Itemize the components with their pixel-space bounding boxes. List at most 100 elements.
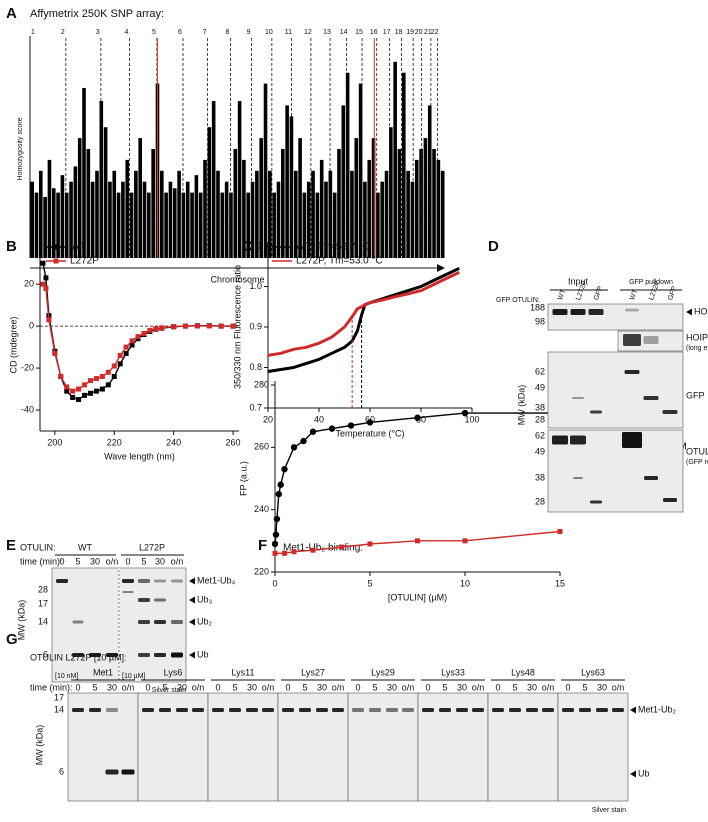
bar bbox=[47, 159, 52, 258]
bar bbox=[64, 192, 69, 258]
x-tick-label: 5 bbox=[367, 578, 372, 588]
band bbox=[542, 708, 554, 712]
chromosome-label: 19 bbox=[406, 29, 414, 36]
band bbox=[590, 500, 602, 504]
x-tick-label: 260 bbox=[226, 437, 241, 447]
band bbox=[570, 309, 586, 315]
band bbox=[623, 334, 641, 346]
bar bbox=[129, 192, 134, 258]
time-value: o/n bbox=[262, 682, 275, 692]
marker bbox=[52, 350, 58, 356]
bar bbox=[384, 170, 389, 258]
band bbox=[492, 708, 504, 712]
bar bbox=[406, 170, 410, 258]
bar bbox=[125, 159, 130, 258]
marker bbox=[64, 384, 70, 390]
legend-marker bbox=[53, 258, 59, 264]
band bbox=[579, 708, 591, 712]
mw-label: 49 bbox=[535, 382, 545, 392]
band bbox=[562, 708, 574, 712]
band bbox=[171, 620, 183, 624]
y-tick-label: 1.1 bbox=[249, 240, 262, 250]
marker bbox=[159, 325, 165, 331]
band bbox=[229, 708, 241, 712]
marker bbox=[129, 338, 135, 344]
marker bbox=[367, 541, 373, 547]
bar bbox=[242, 159, 246, 258]
chromosome-label: 15 bbox=[355, 29, 363, 36]
time-value: 0 bbox=[75, 682, 80, 692]
band-label: Met1-Ub₄ bbox=[197, 575, 236, 585]
bar bbox=[358, 83, 363, 258]
panel-label: D bbox=[488, 238, 499, 255]
time-value: o/n bbox=[542, 682, 555, 692]
bar bbox=[363, 181, 367, 258]
band bbox=[456, 708, 468, 712]
band bbox=[625, 308, 639, 312]
marker bbox=[111, 373, 117, 379]
arrow bbox=[630, 770, 636, 778]
blot-label: HOIP bbox=[694, 306, 708, 316]
band bbox=[154, 653, 166, 657]
chromosome-label: 13 bbox=[323, 29, 331, 36]
panel-label: E bbox=[6, 537, 16, 554]
marker bbox=[40, 281, 46, 287]
arrow bbox=[189, 596, 195, 604]
marker bbox=[93, 376, 99, 382]
band bbox=[159, 708, 171, 712]
bar bbox=[95, 170, 99, 258]
band bbox=[72, 708, 84, 712]
marker bbox=[557, 528, 563, 534]
bar bbox=[250, 181, 255, 258]
group-label: Lys63 bbox=[581, 667, 605, 677]
time-value: 30 bbox=[317, 682, 327, 692]
y-tick-label: 260 bbox=[254, 442, 269, 452]
marker bbox=[82, 382, 88, 388]
band bbox=[171, 652, 183, 658]
chromosome-label: 20 bbox=[415, 29, 423, 36]
band bbox=[596, 708, 608, 712]
bar bbox=[376, 192, 380, 258]
x-tick-label: 200 bbox=[47, 437, 62, 447]
y-axis-label: 350/330 nm Fluorescence ratio bbox=[232, 265, 242, 389]
bar bbox=[220, 192, 225, 258]
chromosome-label: 16 bbox=[370, 29, 378, 36]
bar bbox=[285, 105, 289, 259]
y-axis-label: Homozygosity score bbox=[17, 117, 24, 180]
time-value: 5 bbox=[75, 556, 80, 566]
bar bbox=[246, 192, 251, 258]
bar bbox=[402, 72, 406, 258]
time-label: time (min): bbox=[30, 682, 73, 692]
marker bbox=[87, 378, 93, 384]
panel-label: A bbox=[6, 5, 17, 22]
x-tick-label: 0 bbox=[272, 578, 277, 588]
stain-label: Silver stain bbox=[152, 687, 186, 694]
group-label: Lys11 bbox=[231, 667, 254, 677]
bar bbox=[207, 127, 212, 258]
band bbox=[89, 653, 101, 657]
time-value: 0 bbox=[285, 682, 290, 692]
bar bbox=[393, 61, 397, 258]
time-value: 0 bbox=[145, 682, 150, 692]
bar bbox=[259, 138, 263, 258]
bar bbox=[194, 175, 199, 258]
y-tick-label: 1.0 bbox=[249, 281, 262, 291]
chromosome-label: 18 bbox=[395, 29, 403, 36]
chromosome-label: 17 bbox=[383, 29, 391, 36]
time-value: o/n bbox=[106, 556, 119, 566]
legend-label: WT, Tm=56.7 °C bbox=[296, 242, 370, 253]
marker bbox=[105, 382, 111, 388]
band bbox=[246, 708, 258, 712]
bar bbox=[397, 149, 402, 258]
marker bbox=[290, 444, 298, 451]
marker bbox=[171, 324, 177, 330]
gel bbox=[118, 567, 187, 683]
bar bbox=[142, 181, 147, 258]
lane-label: WT bbox=[629, 288, 640, 301]
arrow bbox=[686, 308, 692, 316]
marker bbox=[129, 342, 135, 348]
marker bbox=[300, 437, 307, 445]
x-tick-label: 10 bbox=[460, 578, 470, 588]
band bbox=[624, 370, 640, 374]
bar bbox=[108, 181, 112, 258]
